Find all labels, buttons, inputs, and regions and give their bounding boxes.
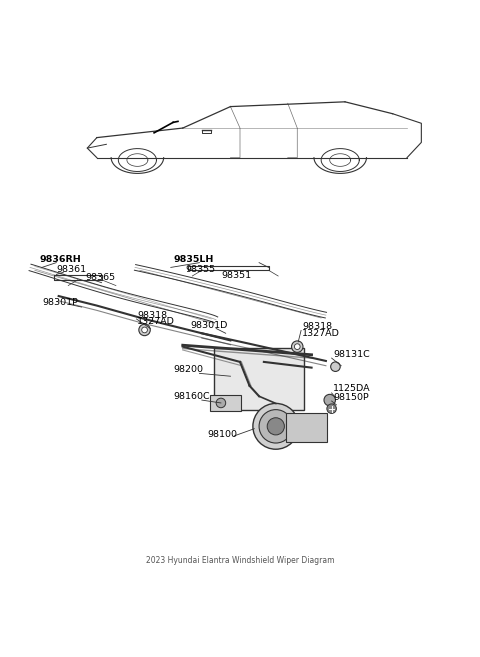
Circle shape xyxy=(139,324,150,336)
FancyBboxPatch shape xyxy=(214,348,304,409)
Text: 98301D: 98301D xyxy=(190,321,227,330)
Text: 98318: 98318 xyxy=(137,311,168,319)
Text: 98150P: 98150P xyxy=(333,393,369,402)
FancyBboxPatch shape xyxy=(210,395,241,411)
Text: 1125DA: 1125DA xyxy=(333,384,371,394)
Text: 98200: 98200 xyxy=(173,365,203,374)
Text: 1327AD: 1327AD xyxy=(137,317,175,326)
Text: 98301P: 98301P xyxy=(42,298,78,307)
Text: 98160C: 98160C xyxy=(173,392,210,401)
Circle shape xyxy=(267,418,284,435)
Circle shape xyxy=(327,404,336,413)
Circle shape xyxy=(142,327,147,333)
Text: 98355: 98355 xyxy=(185,265,215,274)
Text: 9836RH: 9836RH xyxy=(39,255,81,263)
Text: 1327AD: 1327AD xyxy=(302,328,340,338)
Text: 9835LH: 9835LH xyxy=(173,255,214,263)
Text: 2023 Hyundai Elantra Windshield Wiper Diagram: 2023 Hyundai Elantra Windshield Wiper Di… xyxy=(146,556,334,565)
Circle shape xyxy=(324,394,336,406)
FancyBboxPatch shape xyxy=(286,413,327,442)
Text: 98365: 98365 xyxy=(85,273,115,282)
Text: 98351: 98351 xyxy=(222,271,252,281)
Text: 98100: 98100 xyxy=(207,430,238,440)
Text: 98131C: 98131C xyxy=(333,350,370,359)
Circle shape xyxy=(253,403,299,449)
Circle shape xyxy=(291,341,303,352)
Circle shape xyxy=(216,398,226,408)
Circle shape xyxy=(331,362,340,371)
Text: 98361: 98361 xyxy=(56,265,86,274)
Circle shape xyxy=(259,409,292,443)
Circle shape xyxy=(294,344,300,350)
Text: 98318: 98318 xyxy=(302,323,332,331)
